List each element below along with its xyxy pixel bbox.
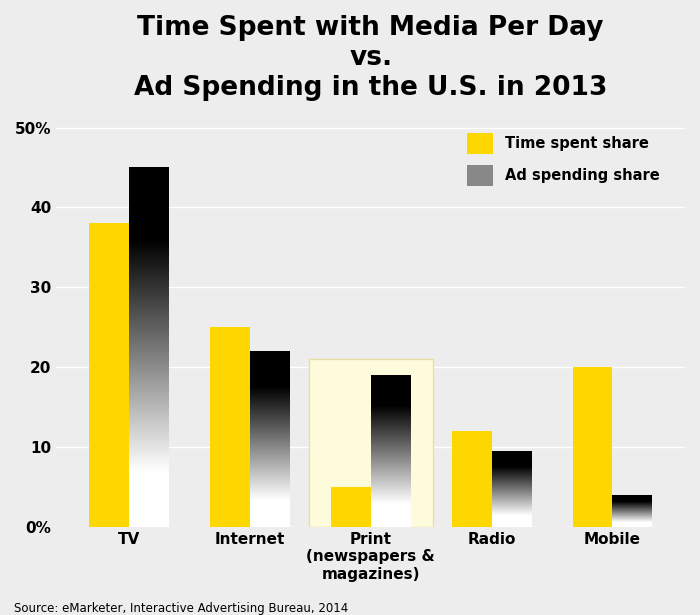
Text: Source: eMarketer, Interactive Advertising Bureau, 2014: Source: eMarketer, Interactive Advertisi… [14,602,349,615]
Bar [331,487,371,527]
Bar [452,431,491,527]
Bar [210,327,250,527]
Legend: Time spent share, Ad spending share: Time spent share, Ad spending share [461,127,665,192]
Bar [309,359,433,527]
Title: Time Spent with Media Per Day
vs.
Ad Spending in the U.S. in 2013: Time Spent with Media Per Day vs. Ad Spe… [134,15,608,101]
Bar [89,223,129,527]
Bar [573,367,612,527]
